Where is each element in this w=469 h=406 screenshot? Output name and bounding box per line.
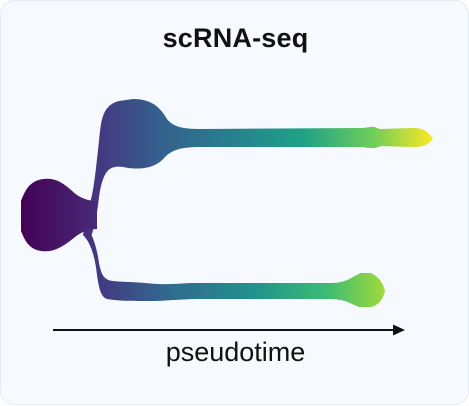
root-branch-shape — [21, 178, 97, 252]
lower-branch-shape — [83, 225, 385, 307]
pseudotime-axis-arrowhead — [393, 324, 405, 336]
upper-branch-shape — [83, 99, 433, 237]
pseudotime-axis-label: pseudotime — [165, 337, 306, 367]
figure-title: scRNA-seq — [162, 23, 309, 53]
